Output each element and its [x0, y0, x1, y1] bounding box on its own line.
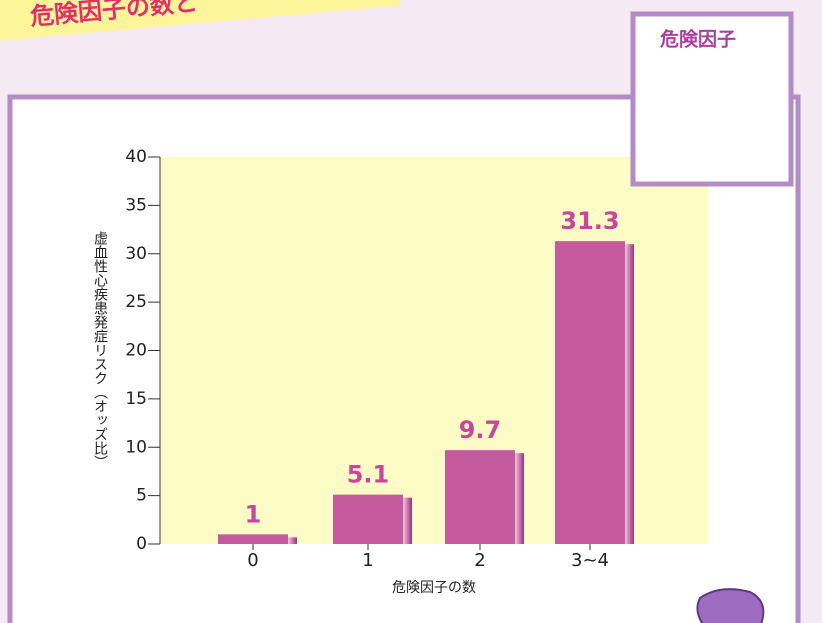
mascot: [696, 588, 765, 623]
bar: [555, 241, 625, 545]
factor-box-title: 危険因子: [660, 28, 736, 51]
bar-side: [515, 453, 524, 544]
bar: [333, 494, 403, 544]
y-tick-label: 5: [136, 486, 147, 506]
y-tick-label: 30: [125, 244, 147, 264]
y-tick-label: 40: [125, 147, 147, 167]
banner-bg: [0, 0, 401, 43]
x-tick-label: 0: [247, 550, 258, 571]
x-tick-label: 1: [362, 550, 373, 571]
banner: 危険因子の数と: [0, 0, 401, 43]
value-label: 1: [245, 500, 262, 528]
factor-box: 危険因子: [630, 11, 794, 187]
bar: [218, 534, 288, 544]
factor-box-frame: [630, 11, 794, 187]
bar-side: [625, 244, 634, 545]
bar: [445, 450, 515, 544]
x-axis-label: 危険因子の数: [392, 580, 476, 596]
y-tick-label: 0: [136, 534, 147, 554]
y-tick-label: 35: [125, 195, 147, 215]
x-tick-label: 2: [474, 550, 485, 571]
x-tick-label: 3~4: [571, 550, 609, 571]
bar-side: [403, 497, 412, 544]
y-tick-label: 25: [125, 292, 147, 312]
value-label: 31.3: [560, 207, 619, 235]
y-tick-label: 20: [125, 341, 147, 361]
y-tick-label: 10: [125, 437, 147, 457]
y-axis-label: 虚血性心疾患発症リスク（オッズ比）: [92, 231, 108, 469]
value-label: 9.7: [459, 416, 502, 444]
y-tick-label: 15: [125, 389, 147, 409]
value-label: 5.1: [347, 461, 390, 489]
bar-side: [288, 537, 297, 544]
